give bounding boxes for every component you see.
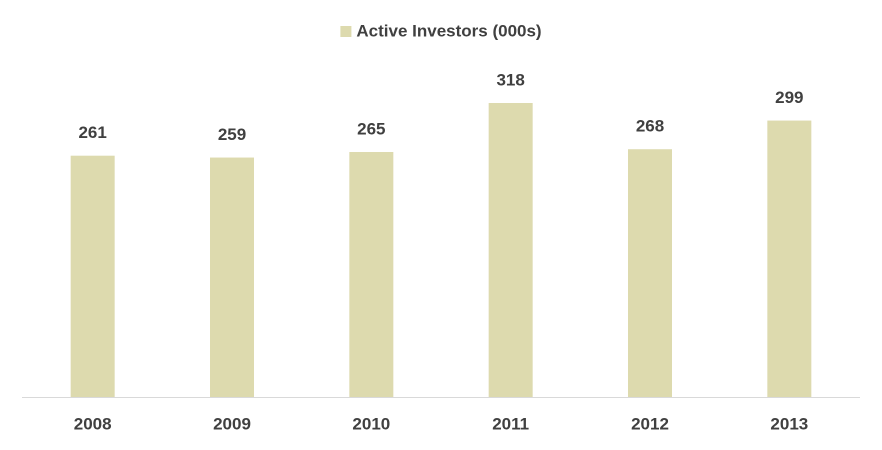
x-tick-label: 2011 — [492, 414, 529, 433]
legend-label: Active Investors (000s) — [356, 21, 541, 40]
value-label: 318 — [496, 70, 524, 89]
x-tick-label: 2012 — [631, 414, 669, 433]
value-label: 261 — [78, 123, 106, 142]
bar — [767, 120, 812, 397]
value-label: 299 — [775, 88, 803, 107]
bar — [70, 155, 115, 397]
value-label: 268 — [636, 117, 664, 136]
bar — [488, 103, 533, 397]
value-label: 265 — [357, 119, 385, 138]
x-tick-label: 2013 — [770, 414, 808, 433]
x-tick-label: 2009 — [213, 414, 251, 433]
bar — [349, 152, 394, 397]
legend-swatch — [340, 26, 352, 37]
bar — [210, 157, 254, 397]
x-tick-label: 2008 — [74, 414, 112, 433]
bar — [628, 149, 672, 397]
x-tick-label: 2010 — [352, 414, 390, 433]
value-label: 259 — [218, 125, 246, 144]
